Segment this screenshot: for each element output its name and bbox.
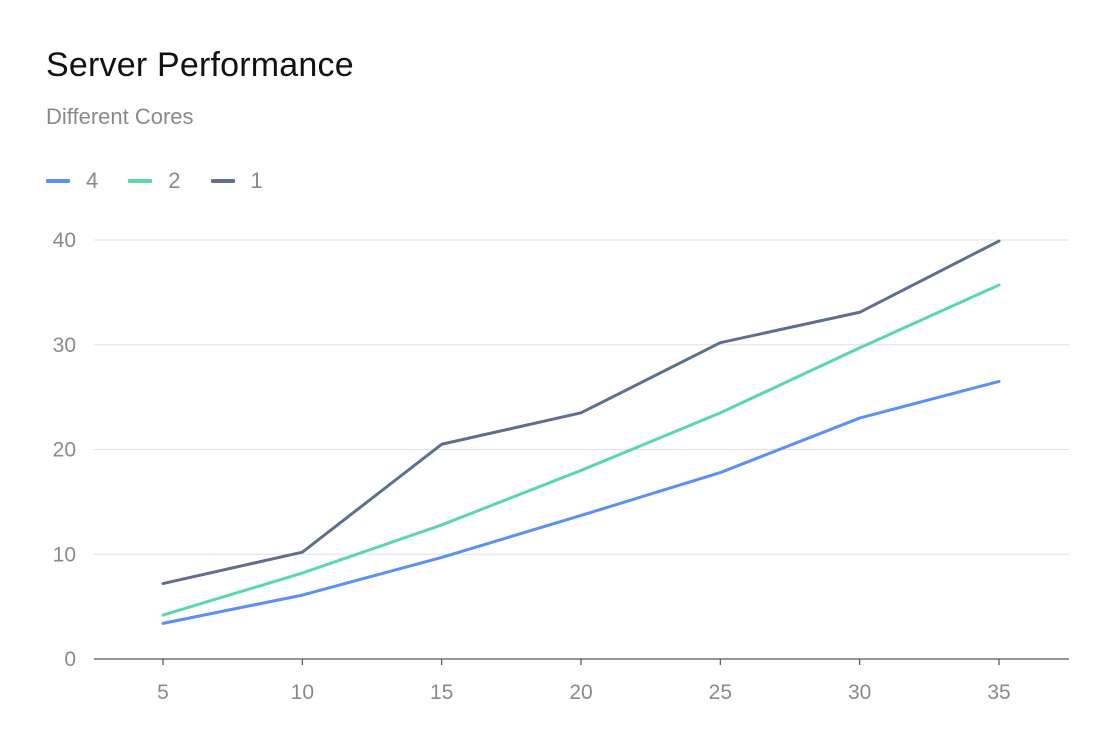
y-tick-label: 40 xyxy=(53,229,76,252)
legend: 4 2 1 xyxy=(46,168,293,194)
y-tick-label: 20 xyxy=(53,439,76,462)
x-tick-label: 35 xyxy=(987,681,1010,704)
axis-layer: 0 10 20 30 40 5 10 15 20 25 30 35 xyxy=(53,229,1069,704)
legend-item-series-0[interactable]: 4 xyxy=(46,168,98,194)
data-point-series-2[interactable] xyxy=(717,340,723,346)
data-point-series-2[interactable] xyxy=(439,441,445,447)
data-point-series-2[interactable] xyxy=(996,238,1002,244)
y-tick-label: 30 xyxy=(53,334,76,357)
legend-label-series-1: 2 xyxy=(168,168,181,193)
legend-item-series-1[interactable]: 2 xyxy=(128,168,181,194)
data-point-series-2[interactable] xyxy=(160,581,166,587)
x-tick-label: 25 xyxy=(709,681,732,704)
x-tick-label: 5 xyxy=(157,681,169,704)
legend-label-series-0: 4 xyxy=(86,168,99,193)
legend-swatch-series-2 xyxy=(210,179,235,183)
data-point-series-0[interactable] xyxy=(160,620,166,626)
series-line-2[interactable] xyxy=(161,239,1001,586)
data-point-series-1[interactable] xyxy=(578,467,584,473)
x-tick-label: 10 xyxy=(291,681,314,704)
series-line-1[interactable] xyxy=(161,283,1001,617)
legend-item-series-2[interactable]: 1 xyxy=(210,168,263,194)
data-point-series-2[interactable] xyxy=(578,410,584,416)
y-tick-label: 10 xyxy=(53,543,76,566)
data-point-series-1[interactable] xyxy=(160,612,166,618)
data-point-series-1[interactable] xyxy=(439,522,445,528)
legend-swatch-series-0 xyxy=(46,179,70,183)
chart-title: Server Performance xyxy=(46,46,354,84)
data-point-series-0[interactable] xyxy=(717,470,723,476)
legend-swatch-series-1 xyxy=(128,179,153,183)
data-point-series-1[interactable] xyxy=(299,570,305,576)
data-point-series-0[interactable] xyxy=(996,378,1002,384)
grid-layer xyxy=(94,239,1069,555)
x-tick-label: 30 xyxy=(848,681,871,704)
x-tick-label: 20 xyxy=(569,681,592,704)
y-tick-label: 0 xyxy=(64,648,76,671)
data-point-series-0[interactable] xyxy=(857,415,863,421)
data-point-series-0[interactable] xyxy=(299,592,305,598)
data-point-series-1[interactable] xyxy=(857,345,863,351)
data-point-series-0[interactable] xyxy=(578,512,584,518)
data-point-series-2[interactable] xyxy=(299,549,305,555)
data-point-series-1[interactable] xyxy=(717,410,723,416)
series-layer xyxy=(160,238,1002,626)
chart-subtitle: Different Cores xyxy=(46,104,194,129)
series-line-0[interactable] xyxy=(161,379,1001,625)
legend-label-series-2: 1 xyxy=(250,168,263,193)
data-point-series-0[interactable] xyxy=(439,554,445,560)
data-point-series-2[interactable] xyxy=(857,309,863,315)
data-point-series-1[interactable] xyxy=(996,282,1002,288)
x-tick-label: 15 xyxy=(430,681,453,704)
